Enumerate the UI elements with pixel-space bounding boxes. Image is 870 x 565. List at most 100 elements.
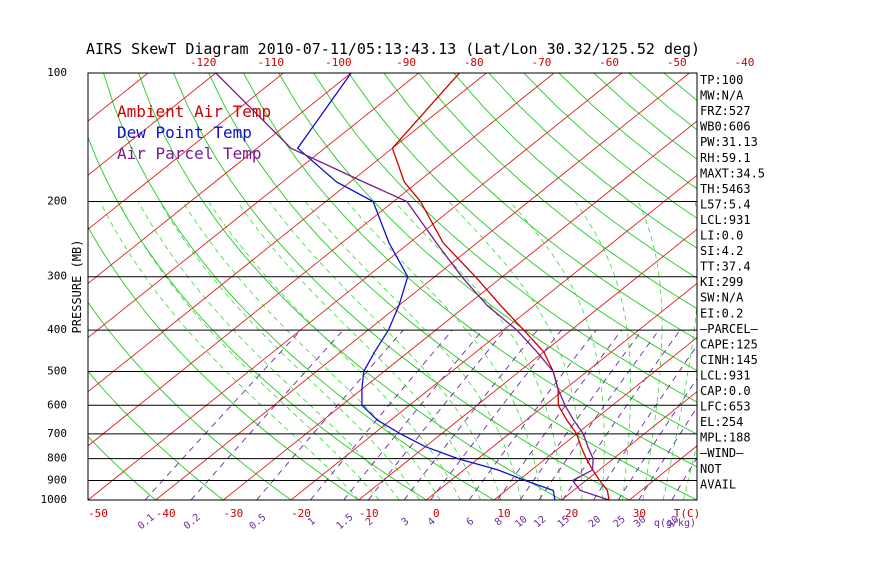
plot-frame — [87, 72, 698, 501]
isotherm-line — [88, 73, 284, 230]
moist-adiabat-line — [159, 201, 420, 500]
isotherm-line — [88, 73, 623, 500]
pressure-tick-label: 800 — [47, 452, 67, 465]
top-temperature-tick-label: -90 — [396, 56, 416, 69]
isotherm-line — [88, 73, 555, 447]
index-entry: LI:0.0 — [700, 229, 743, 243]
pressure-tick-label: 700 — [47, 427, 67, 440]
index-entry: LFC:653 — [700, 400, 751, 414]
temperature-tick-label: 20 — [565, 507, 578, 520]
mixing-ratio-tick-label: 0.2 — [182, 512, 203, 532]
isotherm-line — [493, 337, 697, 500]
pressure-tick-label: 400 — [47, 323, 67, 336]
index-entry: EI:0.2 — [700, 306, 743, 320]
moist-adiabat-line — [683, 442, 697, 500]
temperature-tick-label: -40 — [156, 507, 176, 520]
mixing-ratio-line — [190, 329, 344, 500]
index-entry: MW:N/A — [700, 89, 744, 103]
dry-adiabat-line — [208, 73, 697, 500]
index-entry: WB0:606 — [700, 120, 751, 134]
isotherm-line — [0, 73, 80, 500]
plot-grid — [0, 73, 870, 500]
top-temperature-tick-label: -40 — [734, 56, 754, 69]
index-entry: L57:5.4 — [700, 197, 751, 211]
air-parcel-temp-line — [215, 73, 610, 500]
moist-adiabat-line — [182, 201, 441, 500]
index-entry: CAP:0.0 — [700, 384, 751, 398]
isotherm-line — [88, 73, 487, 393]
moist-adiabat-line — [268, 201, 502, 500]
temperature-tick-label: -30 — [223, 507, 243, 520]
dry-adiabat-line — [488, 73, 697, 249]
temperature-tick-label: 10 — [497, 507, 510, 520]
temperature-tick-label: 30 — [633, 507, 646, 520]
profile-lines — [215, 73, 610, 500]
legend-entry: Air Parcel Temp — [117, 144, 262, 163]
mixing-ratio-tick-label: 10 — [513, 514, 529, 530]
top-temperature-tick-label: -70 — [531, 56, 551, 69]
index-entry: SI:4.2 — [700, 244, 743, 258]
isotherm-line — [88, 73, 352, 285]
legend: Ambient Air Temp Dew Point Temp Air Parcel… — [117, 102, 271, 163]
index-entry: KI:299 — [700, 275, 743, 289]
dry-adiabat-line — [88, 136, 427, 500]
dry-adiabat-line — [769, 73, 870, 500]
isotherm-line — [155, 73, 690, 500]
index-entry: LCL:931 — [700, 213, 751, 227]
pressure-tick-label: 100 — [47, 66, 67, 79]
mixing-ratio-line — [430, 329, 562, 500]
mixing-ratio-line — [519, 329, 643, 500]
index-entry: MPL:188 — [700, 431, 751, 445]
moist-adiabat-line — [137, 201, 400, 500]
dry-adiabat-line — [88, 301, 292, 500]
isotherm-line — [223, 120, 697, 500]
index-entry: CAPE:125 — [700, 337, 758, 351]
index-entry: PW:31.13 — [700, 135, 758, 149]
dew-point-temp-line — [296, 73, 556, 500]
mixing-ratio-tick-label: 3 — [400, 516, 412, 528]
dry-adiabat-line — [88, 225, 359, 500]
axis-labels: 1002003004005006007008009001000PRESSURE … — [41, 56, 755, 532]
pressure-tick-label: 600 — [47, 398, 67, 411]
index-entry: SW:N/A — [700, 291, 744, 305]
index-entry: —WIND— — [700, 446, 744, 460]
mixing-ratio-tick-label: 0.5 — [248, 512, 269, 532]
index-entry: AVAIL — [700, 477, 736, 491]
moist-adiabat-line — [637, 201, 663, 500]
mixing-ratio-tick-label: 2 — [364, 516, 376, 528]
pressure-tick-label: 900 — [47, 473, 67, 486]
mixing-ratio-tick-label: 0.1 — [136, 512, 157, 532]
mixing-ratio-tick-label: 6 — [465, 516, 477, 528]
index-entry: TH:5463 — [700, 182, 751, 196]
temperature-tick-label: -50 — [88, 507, 108, 520]
legend-entry: Ambient Air Temp — [117, 102, 271, 121]
dry-adiabat-line — [173, 73, 630, 500]
mixing-ratio-tick-label: 4 — [426, 516, 438, 528]
temperature-tick-label: 0 — [433, 507, 440, 520]
chart-title: AIRS SkewT Diagram 2010-07-11/05:13:43.1… — [86, 40, 700, 58]
y-axis-label: PRESSURE (MB) — [70, 240, 84, 334]
dry-adiabat-line — [453, 73, 697, 279]
index-entry: EL:254 — [700, 415, 743, 429]
index-entry: LCL:931 — [700, 368, 751, 382]
dry-adiabat-line — [313, 73, 697, 403]
isotherm-line — [290, 174, 697, 500]
isotherm-line — [426, 282, 697, 500]
mixing-ratio-tick-label: 1.5 — [335, 512, 356, 532]
pressure-tick-label: 500 — [47, 364, 67, 377]
legend-entry: Dew Point Temp — [117, 123, 252, 142]
index-entry: CINH:145 — [700, 353, 758, 367]
isotherm-line — [0, 73, 13, 500]
top-temperature-tick-label: -120 — [190, 56, 217, 69]
index-entry: TP:100 — [700, 73, 743, 87]
dry-adiabat-line — [348, 73, 697, 372]
dry-adiabat-line — [663, 73, 697, 102]
dry-adiabat-line — [418, 73, 697, 310]
top-temperature-tick-label: -50 — [667, 56, 687, 69]
dry-adiabat-line — [88, 370, 224, 500]
top-temperature-tick-label: -60 — [599, 56, 619, 69]
mixing-ratio-tick-label: 12 — [532, 514, 548, 530]
mixing-ratio-tick-label: 25 — [612, 514, 628, 530]
